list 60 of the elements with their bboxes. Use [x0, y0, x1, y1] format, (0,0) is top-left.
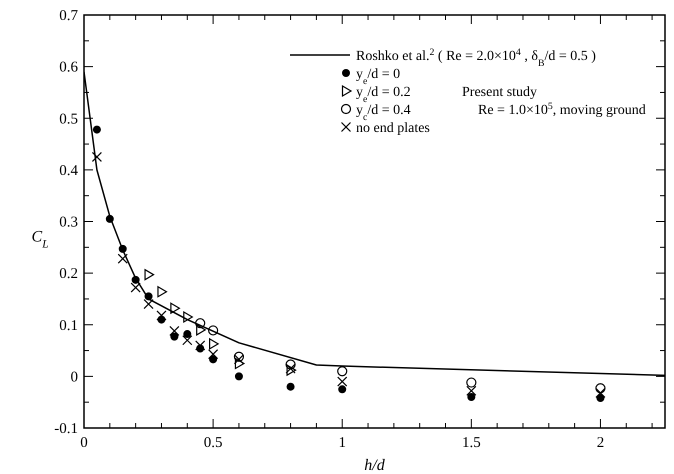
legend-label: no end plates [356, 121, 430, 136]
y-tick-label: 0.2 [59, 266, 78, 282]
point [208, 349, 218, 360]
point [195, 318, 206, 328]
legend-label: Roshko et al.$^{2}$ ( Re = 2.0×10$^{4}$ , δ$_{B}$/d = 0.5 ) [356, 46, 596, 68]
point [183, 330, 192, 338]
point [234, 358, 245, 370]
point [595, 383, 606, 394]
point [234, 352, 244, 362]
y-tick-label: 0.1 [59, 318, 78, 334]
point [286, 382, 295, 391]
point [234, 372, 243, 380]
point [285, 359, 296, 370]
legend-label: y$_{c}$/d = 0.4 [356, 103, 411, 122]
point [118, 244, 127, 253]
point [170, 332, 178, 341]
y-tick-label: 0.3 [59, 214, 78, 230]
point [208, 325, 218, 336]
point [196, 324, 206, 336]
point [595, 388, 606, 398]
x-tick-label: 1 [338, 435, 346, 451]
point [337, 366, 348, 376]
x-tick-label: 1.5 [462, 435, 481, 451]
legend-label: y$_{e}$/d = 0 [356, 67, 400, 86]
x-axis-title: h/d [364, 457, 386, 474]
x-tick-label: 2 [596, 435, 604, 451]
y-tick-label: 0.5 [59, 111, 78, 128]
y-tick-label: -0.1 [54, 421, 78, 437]
point [169, 326, 180, 336]
legend-label: y$_{e}$/d = 0.2 [356, 85, 411, 104]
point [182, 335, 192, 346]
point [337, 376, 348, 387]
point [234, 354, 244, 364]
point [183, 311, 193, 323]
point [144, 292, 153, 300]
point [157, 286, 168, 298]
y-tick-label: 0.6 [59, 60, 78, 76]
point [156, 310, 167, 321]
point [144, 269, 154, 280]
point [338, 385, 346, 394]
point [170, 302, 180, 314]
y-tick-label: 0 [70, 369, 78, 386]
point [467, 393, 476, 402]
point [132, 276, 140, 284]
annotation: Present study [462, 85, 538, 100]
point [195, 340, 206, 350]
point [466, 386, 476, 396]
x-tick-label: 0.5 [204, 435, 222, 451]
point [106, 214, 114, 223]
point [92, 126, 101, 134]
y-tick-label: 0.4 [59, 162, 78, 179]
point [130, 282, 141, 293]
point [209, 338, 219, 350]
point [118, 254, 128, 264]
point [92, 152, 102, 162]
y-axis-title: C$_{L}$ [32, 228, 48, 250]
point [466, 377, 476, 388]
point [143, 299, 154, 310]
y-tick-label: 0.7 [59, 8, 78, 24]
annotation: Re = 1.0×10$^{5}$, moving ground [478, 100, 646, 118]
